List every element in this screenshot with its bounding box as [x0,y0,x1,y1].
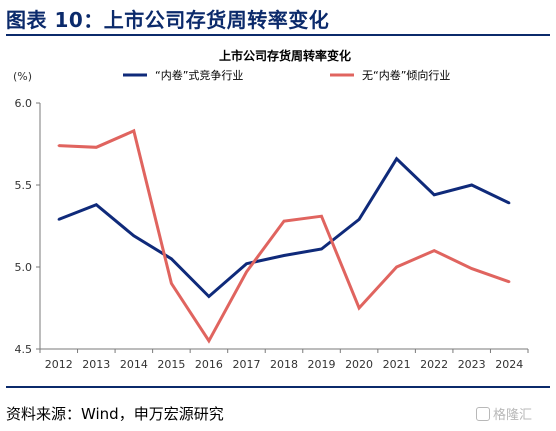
series-2-point [508,280,511,283]
series-line-2 [58,128,510,344]
series-2-point [95,146,98,149]
series-2-point [245,270,248,274]
series-2-point [132,129,136,133]
watermark: 格隆汇 [476,404,532,423]
series-2-point [170,282,173,285]
series-1-point [320,247,323,251]
x-tick-label: 2020 [345,358,373,371]
figure-title: 图表 10：上市公司存货周转率变化 [6,8,330,32]
source-note: 资料来源：Wind，申万宏源研究 [6,405,224,423]
watermark-text: 格隆汇 [493,408,533,423]
series-1-point [470,183,473,187]
series-1-point [170,257,173,260]
series-1-point [207,295,211,298]
series-1-point [57,218,60,221]
x-tick-label: 2019 [308,358,336,371]
series-1-point [245,262,248,265]
series-2-point [57,144,60,147]
series-line-1 [58,156,510,299]
x-tick-label: 2017 [232,358,260,371]
y-tick-label: 6.0 [15,97,33,110]
legend-label-2: 无“内卷”倾向行业 [362,68,450,82]
y-tick-label: 5.5 [15,179,33,192]
x-tick-label: 2021 [383,358,411,371]
series-2-point [395,265,398,269]
plot-area [57,128,511,344]
x-tick-label: 2016 [195,358,223,371]
y-tick-label: 4.5 [15,343,33,356]
x-tick-label: 2024 [495,358,523,371]
series-2-point [207,339,211,342]
series-2-point [282,219,286,223]
series-1-point [282,254,286,257]
series-1-point [395,157,398,160]
series-1-point [432,193,436,197]
y-axis-unit: (%) [13,70,32,83]
x-tick-label: 2015 [157,358,185,371]
x-tick-label: 2014 [120,358,148,371]
title-divider [6,34,550,36]
series-2-point [470,267,473,270]
series-2-point [320,214,323,218]
watermark-logo-icon [476,407,490,421]
legend-label-1: “内卷”式竞争行业 [155,68,243,82]
x-tick-label: 2012 [45,358,73,371]
x-tick-label: 2013 [82,358,110,371]
series-2-point [357,306,361,310]
chart-legend: “内卷”式竞争行业 无“内卷”倾向行业 [123,68,450,82]
source-divider [6,386,550,388]
series-2-point [432,249,436,252]
x-tick-label: 2023 [458,358,486,371]
chart-title: 上市公司存货周转率变化 [219,48,351,63]
chart-axes: 4.5 5.0 5.5 6.0 2012 2013 2014 2015 2016 2017 2018… [15,97,529,371]
x-tick-label: 2018 [270,358,298,371]
series-1-point [357,218,361,221]
series-1-point [95,203,98,206]
series-1-point [508,201,511,205]
series-1-point [132,234,136,238]
x-tick-label: 2022 [420,358,448,371]
y-tick-label: 5.0 [15,261,33,274]
